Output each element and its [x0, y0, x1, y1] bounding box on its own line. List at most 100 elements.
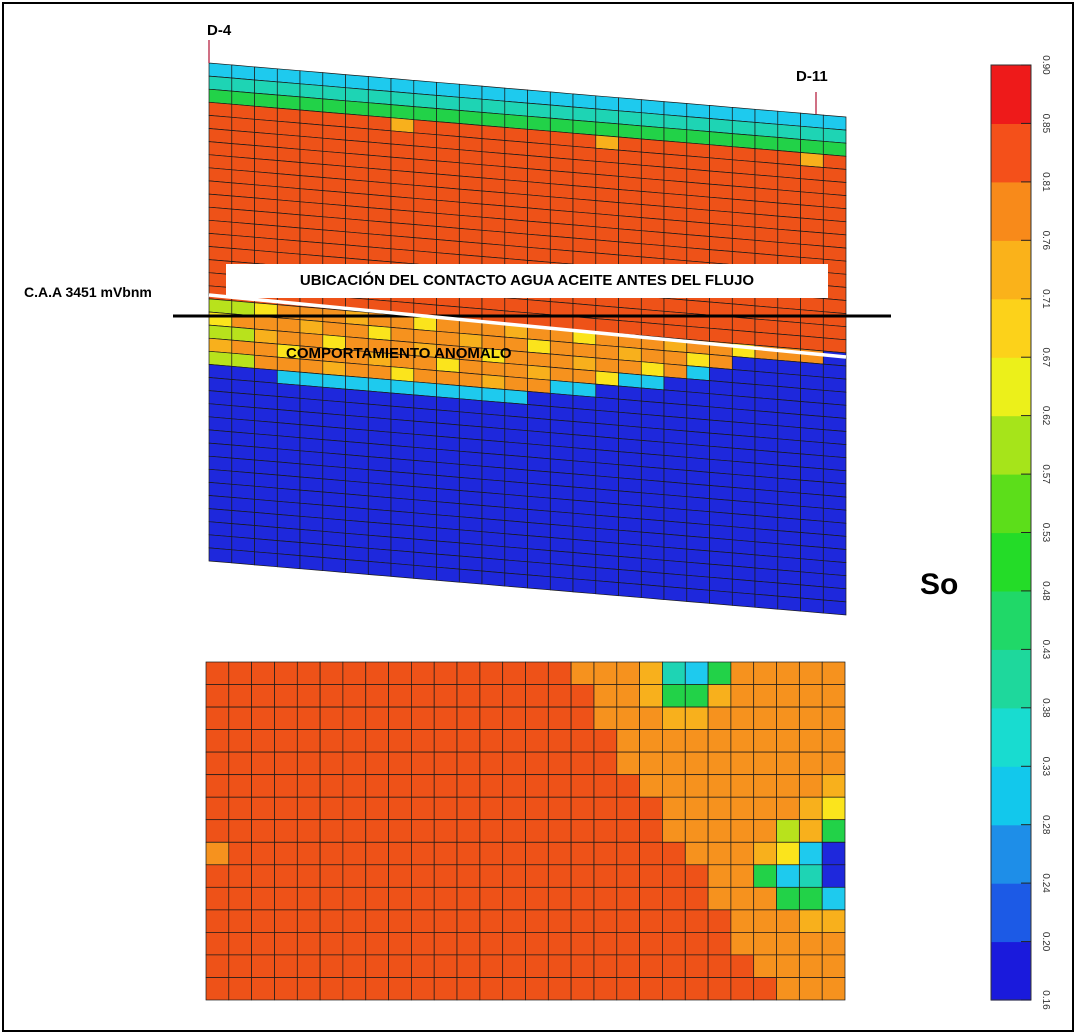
plan-cell: [662, 886, 686, 911]
section-cell: [254, 197, 278, 214]
section-cell: [254, 433, 278, 450]
section-cell: [527, 128, 551, 145]
section-cell: [345, 401, 369, 418]
colorbar-band: [991, 941, 1031, 1001]
section-cell: [345, 493, 369, 510]
section-cell: [322, 557, 346, 573]
plan-cell: [799, 932, 823, 956]
section-cell: [549, 353, 574, 370]
plan-cell: [570, 684, 595, 708]
plan-cell: [707, 706, 732, 730]
section-cell: [686, 299, 710, 316]
contact-location-banner: UBICACIÓN DEL CONTACTO AGUA ACEITE ANTES…: [226, 264, 828, 298]
section-cell: [549, 432, 574, 449]
section-cell: [276, 369, 301, 386]
section-cell: [458, 555, 483, 572]
section-cell: [276, 81, 301, 98]
section-cell: [686, 221, 710, 237]
section-cell: [800, 191, 824, 208]
plan-cell: [593, 661, 618, 685]
section-cell: [208, 482, 233, 498]
section-cell: [618, 215, 642, 232]
section-cell: [436, 81, 460, 98]
section-cell: [709, 524, 733, 541]
section-cell: [504, 533, 528, 550]
section-cell: [436, 409, 460, 426]
plan-cell: [639, 932, 663, 956]
section-cell: [345, 375, 369, 392]
section-cell: [822, 154, 847, 170]
plan-cell: [296, 684, 321, 708]
plan-cell: [365, 819, 389, 843]
colorbar-band: [991, 883, 1031, 943]
section-cell: [367, 403, 392, 420]
plan-cell: [388, 909, 412, 933]
plan-cell: [342, 977, 367, 1001]
section-cell: [618, 136, 642, 153]
section-cell: [640, 400, 665, 417]
section-cell: [686, 430, 710, 447]
section-cell: [299, 555, 324, 571]
section-cell: [709, 380, 733, 397]
plan-cell: [228, 819, 252, 843]
section-cell: [777, 569, 801, 586]
section-cell: [640, 426, 665, 443]
section-cell: [731, 172, 756, 189]
plan-cell: [799, 796, 823, 821]
colorbar-tick-label: 0.24: [1040, 873, 1051, 893]
colorbar-band: [991, 65, 1031, 124]
section-cell: [572, 106, 597, 123]
section-cell: [686, 181, 710, 198]
section-cell: [254, 171, 278, 188]
section-cell: [618, 228, 642, 245]
plan-cell: [296, 729, 321, 753]
plan-cell: [821, 954, 846, 978]
section-cell: [481, 151, 506, 168]
section-cell: [640, 164, 665, 181]
section-cell: [618, 372, 642, 389]
section-cell: [754, 108, 779, 125]
section-cell: [254, 381, 278, 397]
section-cell: [731, 513, 756, 530]
section-cell: [527, 469, 551, 486]
plan-cell: [799, 774, 823, 798]
section-cell: [481, 570, 506, 587]
section-cell: [822, 455, 847, 472]
section-cell: [549, 183, 574, 200]
section-cell: [208, 115, 233, 131]
section-cell: [254, 367, 278, 384]
section-cell: [640, 151, 665, 168]
section-cell: [731, 487, 756, 503]
section-cell: [731, 565, 756, 582]
plan-cell: [502, 886, 526, 911]
plan-cell: [684, 684, 709, 708]
colorbar-band: [991, 824, 1031, 884]
section-cell: [754, 122, 779, 138]
section-cell: [276, 500, 301, 517]
plan-cell: [456, 886, 481, 911]
section-cell: [322, 229, 346, 246]
colorbar-tick-label: 0.67: [1040, 347, 1051, 367]
section-cell: [231, 444, 255, 461]
plan-cell: [547, 751, 572, 775]
plan-cell: [365, 796, 389, 821]
section-cell: [527, 102, 551, 119]
section-cell: [458, 188, 483, 205]
section-cell: [663, 140, 688, 157]
section-cell: [640, 413, 665, 430]
section-cell: [254, 105, 278, 122]
section-cell: [345, 362, 369, 379]
plan-cell: [799, 684, 823, 708]
plan-cell: [662, 932, 686, 956]
section-cell: [458, 162, 483, 179]
plan-cell: [684, 932, 709, 956]
section-cell: [481, 492, 506, 508]
section-cell: [822, 337, 847, 354]
section-cell: [276, 147, 301, 163]
section-cell: [777, 399, 801, 415]
plan-cell: [525, 751, 549, 775]
section-cell: [549, 130, 574, 147]
plan-cell: [251, 796, 275, 821]
plan-cell: [502, 706, 526, 730]
